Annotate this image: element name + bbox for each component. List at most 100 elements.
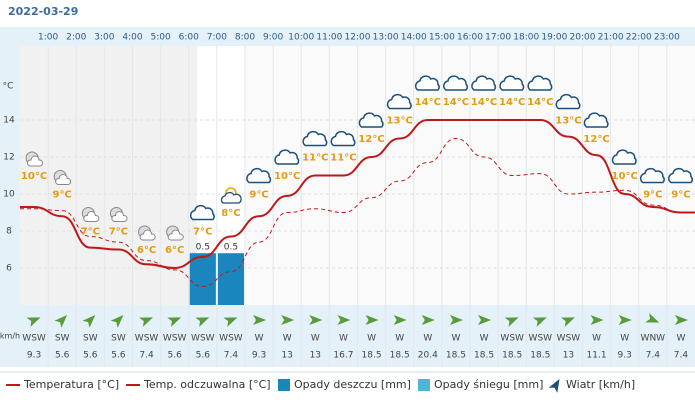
- wind-unit: km/h: [0, 332, 20, 341]
- hour-label: 12:00: [345, 33, 371, 43]
- weather-icon: [220, 187, 242, 204]
- hour-label: 13:00: [373, 33, 399, 43]
- temperature-label: 9°C: [249, 190, 268, 201]
- wind-direction: W: [311, 334, 320, 344]
- wind-direction: W: [339, 334, 348, 344]
- cloud: [27, 155, 44, 167]
- temperature-label: 6°C: [165, 245, 184, 256]
- wind-speed: 13: [563, 351, 574, 361]
- hour-label: 19:00: [541, 33, 567, 43]
- temperature-label: 12°C: [358, 134, 384, 145]
- cloud: [668, 167, 693, 184]
- hour-label: 7:00: [207, 33, 227, 43]
- weather-icon: [274, 149, 300, 165]
- legend-label: Temperatura [°C]: [23, 378, 119, 391]
- rain-bar: [217, 253, 244, 305]
- hour-label: 4:00: [122, 33, 142, 43]
- wind-speed: 11.1: [587, 351, 607, 361]
- wind-direction: SW: [55, 334, 70, 344]
- y-tick-label: 6: [6, 264, 12, 274]
- weather-icon: [499, 75, 525, 91]
- hour-label: 8:00: [235, 33, 255, 43]
- cloud: [302, 130, 328, 147]
- cloud: [167, 229, 184, 241]
- weather-icon: [386, 93, 412, 110]
- wind-direction: W: [451, 334, 460, 344]
- weather-icon: [109, 207, 128, 222]
- temperature-label: 10°C: [21, 171, 47, 182]
- wind-direction: W: [283, 334, 292, 344]
- hour-label: 16:00: [457, 33, 483, 43]
- wind-arrow: [421, 315, 435, 325]
- cloud: [358, 112, 384, 128]
- wind-speed: 9.3: [27, 351, 41, 361]
- hour-label: 11:00: [316, 33, 342, 43]
- cloud: [555, 93, 581, 110]
- weather-icon: [81, 207, 100, 222]
- weather-icon: [471, 75, 497, 91]
- y-axis-label: °C: [3, 82, 14, 92]
- hour-label: 9:00: [263, 33, 283, 43]
- temperature-label: 9°C: [671, 190, 690, 201]
- axis-column: [0, 27, 20, 367]
- wind-speed: 20.4: [418, 351, 438, 361]
- cloud: [443, 75, 468, 91]
- temperature-label: 10°C: [612, 171, 638, 182]
- temperature-label: 13°C: [387, 116, 413, 127]
- wind-speed: 18.5: [446, 351, 466, 361]
- wind-arrow: [195, 317, 210, 327]
- wind-arrow: [337, 315, 351, 325]
- rain-label: 0.5: [196, 243, 210, 253]
- wind-speed: 9.3: [618, 351, 632, 361]
- cloud: [471, 75, 497, 91]
- wind-speed: 7.4: [674, 351, 689, 361]
- wind-direction: W: [592, 334, 601, 344]
- cloud: [246, 167, 272, 184]
- cloud: [220, 191, 242, 204]
- wind-speed: 13: [310, 351, 321, 361]
- legend-label: Opady deszczu [mm]: [294, 378, 411, 391]
- night-shade: [20, 46, 198, 305]
- wind-direction: W: [367, 334, 376, 344]
- weather-icon: [414, 75, 440, 91]
- cloud: [414, 75, 440, 91]
- wind-arrow: [223, 317, 238, 327]
- wind-speed: 7.4: [646, 351, 661, 361]
- temperature-label: 10°C: [274, 171, 300, 182]
- wind-arrow: [618, 315, 632, 325]
- weather-icon: [583, 112, 609, 128]
- weather-icon: [330, 130, 356, 147]
- wind-arrow: [393, 315, 407, 325]
- temperature-label: 13°C: [555, 116, 581, 127]
- weather-icon: [302, 130, 328, 147]
- wind-speed: 5.6: [55, 351, 70, 361]
- date-title: 2022-03-29: [8, 5, 78, 18]
- temperature-line: [20, 119, 695, 270]
- hour-label: 15:00: [429, 33, 455, 43]
- wind-direction: SW: [111, 334, 126, 344]
- temperature-label: 9°C: [53, 190, 72, 201]
- legend-symbol: [278, 379, 290, 391]
- legend-label: Opady śniegu [mm]: [434, 378, 543, 391]
- rain-label: 0.5: [224, 243, 238, 253]
- temperature-label: 14°C: [527, 97, 553, 108]
- temperature-label: 11°C: [330, 153, 356, 164]
- wind-arrow: [478, 315, 492, 325]
- wind-arrow: [560, 317, 575, 327]
- hour-label: 1:00: [38, 33, 58, 43]
- wind-arrow: [674, 315, 688, 325]
- temperature-label: 7°C: [109, 227, 128, 238]
- hour-label: 17:00: [485, 33, 511, 43]
- cloud: [55, 174, 72, 185]
- y-tick-label: 10: [3, 190, 15, 200]
- wind-arrow: [504, 317, 519, 327]
- temperature-label: 14°C: [415, 97, 441, 108]
- cloud: [139, 229, 156, 241]
- wind-direction: WSW: [135, 334, 159, 344]
- wind-direction: WSW: [163, 334, 187, 344]
- wind-speed: 13: [281, 351, 292, 361]
- wind-direction: WSW: [529, 334, 553, 344]
- legend-symbol: [548, 378, 560, 393]
- temperature-label: 11°C: [302, 153, 328, 164]
- wind-arrow: [645, 313, 660, 323]
